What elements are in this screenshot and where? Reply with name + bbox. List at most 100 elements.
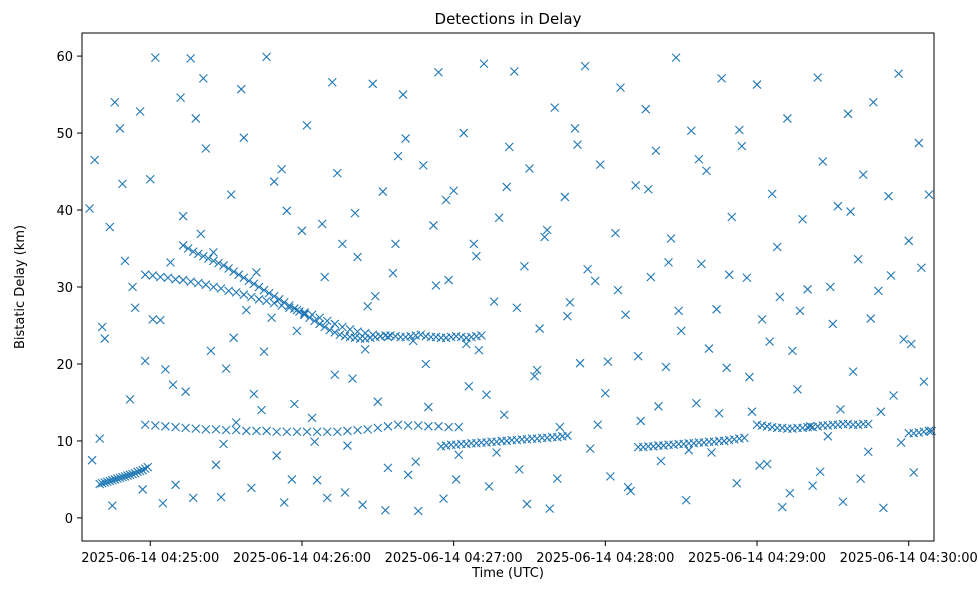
data-point xyxy=(125,394,135,404)
data-point xyxy=(100,334,110,343)
data-point xyxy=(128,282,137,292)
data-point xyxy=(413,506,423,516)
data-point xyxy=(383,332,393,342)
data-point xyxy=(858,170,868,180)
data-point xyxy=(312,427,322,437)
data-point xyxy=(120,256,130,266)
data-point xyxy=(583,264,593,274)
data-point xyxy=(322,316,332,326)
data-point xyxy=(555,422,565,432)
data-point xyxy=(697,259,706,269)
data-point xyxy=(107,501,117,510)
data-point xyxy=(454,450,464,460)
data-point xyxy=(383,463,393,473)
data-point xyxy=(181,423,191,433)
data-point xyxy=(755,461,764,470)
data-point xyxy=(423,402,433,412)
data-point xyxy=(868,97,878,107)
data-point xyxy=(896,438,906,447)
data-point xyxy=(484,481,494,491)
data-point xyxy=(603,357,613,367)
data-point xyxy=(102,477,112,487)
data-point xyxy=(560,192,570,202)
data-point xyxy=(666,234,676,243)
data-point xyxy=(254,282,264,292)
data-point xyxy=(224,286,234,296)
data-point xyxy=(178,211,188,221)
data-point xyxy=(115,124,125,133)
data-point xyxy=(378,187,388,196)
data-point xyxy=(247,292,256,302)
data-point xyxy=(150,53,160,63)
data-point xyxy=(451,475,461,484)
data-point xyxy=(585,444,595,454)
data-point xyxy=(788,346,797,356)
data-point xyxy=(795,306,805,316)
data-point xyxy=(525,164,534,173)
data-point xyxy=(899,334,909,344)
data-point xyxy=(884,191,893,201)
data-point xyxy=(239,273,249,283)
data-point xyxy=(429,221,438,230)
y-tick-label: 10 xyxy=(56,435,73,450)
data-point xyxy=(909,468,919,477)
data-point xyxy=(530,371,539,381)
data-point xyxy=(193,278,203,288)
data-point xyxy=(489,297,499,307)
data-point xyxy=(282,206,292,216)
data-point xyxy=(793,384,802,394)
data-point xyxy=(259,347,269,357)
data-point xyxy=(330,328,340,337)
data-point xyxy=(118,179,127,189)
data-point xyxy=(818,157,828,166)
data-point xyxy=(388,268,398,278)
data-point xyxy=(856,474,866,484)
data-point xyxy=(338,322,347,332)
data-point xyxy=(454,422,464,432)
data-point xyxy=(224,264,234,273)
data-point xyxy=(767,189,777,199)
x-tick-label: 2025-06-14 04:25:00 xyxy=(81,551,219,566)
data-point xyxy=(777,502,787,512)
data-point xyxy=(338,239,347,249)
data-point xyxy=(327,77,337,87)
data-point xyxy=(853,254,863,264)
data-point xyxy=(95,479,105,489)
data-point xyxy=(611,228,620,238)
data-point xyxy=(757,314,767,324)
data-point xyxy=(906,339,916,349)
data-point xyxy=(552,474,562,484)
data-point xyxy=(234,270,244,280)
data-point xyxy=(90,155,100,165)
data-point xyxy=(621,310,630,320)
data-point xyxy=(681,495,691,505)
data-point xyxy=(838,497,848,507)
data-point xyxy=(171,274,180,284)
data-point xyxy=(886,271,896,280)
data-point xyxy=(363,301,373,311)
data-point xyxy=(580,61,590,71)
data-point xyxy=(269,298,279,308)
data-point xyxy=(499,410,509,420)
data-point xyxy=(848,367,858,377)
data-point xyxy=(808,481,818,490)
data-point xyxy=(231,418,241,427)
data-point xyxy=(573,140,582,149)
data-point xyxy=(300,308,309,317)
data-point xyxy=(775,292,785,302)
data-point xyxy=(762,459,772,469)
data-point xyxy=(138,465,148,475)
data-point xyxy=(322,427,332,437)
data-point xyxy=(924,190,934,200)
data-point xyxy=(727,212,737,222)
data-point xyxy=(163,273,173,283)
data-point xyxy=(307,310,317,320)
data-point xyxy=(300,309,309,319)
data-point xyxy=(292,305,302,315)
data-point xyxy=(360,344,370,354)
plot-frame xyxy=(81,32,935,542)
data-point xyxy=(828,319,838,329)
data-point xyxy=(113,474,122,484)
data-point xyxy=(391,239,400,249)
data-point xyxy=(482,390,491,400)
